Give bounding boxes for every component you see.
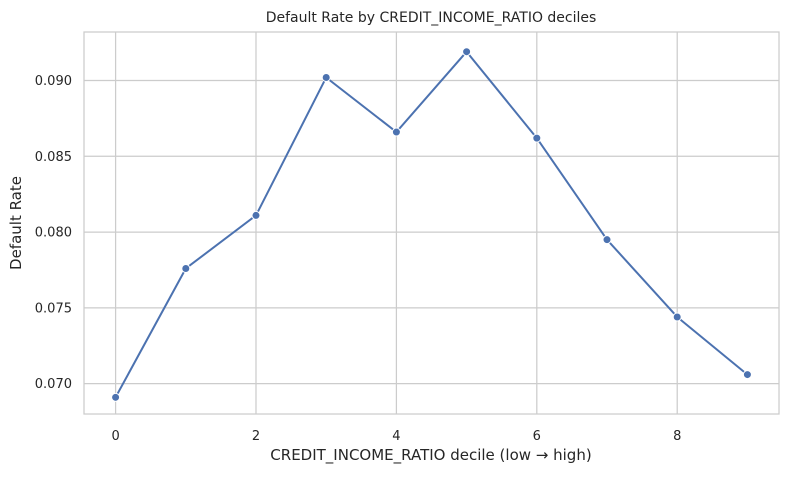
grid-layer bbox=[84, 32, 779, 414]
data-point bbox=[391, 127, 401, 137]
y-tick-label: 0.080 bbox=[35, 226, 72, 241]
data-point bbox=[602, 235, 612, 245]
data-point bbox=[742, 370, 752, 380]
series-line bbox=[114, 50, 749, 398]
series-layer bbox=[111, 47, 752, 402]
y-tick-label: 0.075 bbox=[35, 301, 72, 316]
data-point bbox=[111, 392, 121, 402]
chart-title: Default Rate by CREDIT_INCOME_RATIO deci… bbox=[266, 10, 597, 26]
x-tick-label: 8 bbox=[673, 429, 681, 444]
x-tick-label: 2 bbox=[252, 429, 260, 444]
data-point bbox=[181, 263, 191, 273]
data-point bbox=[462, 47, 472, 57]
data-point bbox=[321, 72, 331, 82]
tick-layer: 0 2 4 6 8 0.070 0.075 0.080 0.085 0.090 bbox=[35, 74, 682, 444]
y-tick-label: 0.070 bbox=[35, 377, 72, 392]
plot-frame bbox=[83, 31, 780, 415]
data-point bbox=[251, 210, 261, 220]
y-tick-label: 0.090 bbox=[35, 74, 72, 89]
data-point bbox=[672, 312, 682, 322]
data-point bbox=[532, 133, 542, 143]
x-tick-label: 0 bbox=[111, 429, 119, 444]
x-tick-label: 6 bbox=[533, 429, 541, 444]
x-axis-label: CREDIT_INCOME_RATIO decile (low → high) bbox=[270, 446, 591, 465]
y-axis-label: Default Rate bbox=[7, 176, 25, 270]
x-tick-label: 4 bbox=[392, 429, 400, 444]
y-tick-label: 0.085 bbox=[35, 150, 72, 165]
